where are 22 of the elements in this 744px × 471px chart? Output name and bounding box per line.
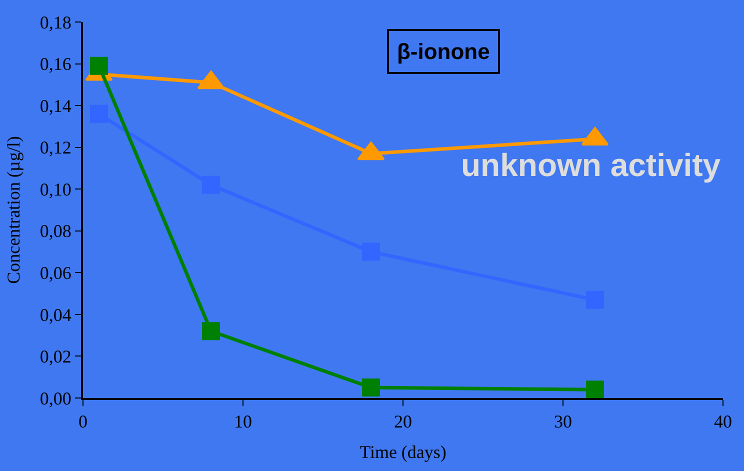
y-tick-label: 0,04 xyxy=(40,304,72,325)
y-tick-label: 0,10 xyxy=(40,179,72,200)
y-tick-label: 0,00 xyxy=(40,388,72,408)
x-tick-label: 10 xyxy=(234,412,252,432)
point xyxy=(202,322,220,340)
y-tick-label: 0,02 xyxy=(40,346,72,367)
y-tick-label: 0,08 xyxy=(40,221,72,242)
y-axis-title: Concentration (µg/l) xyxy=(4,136,24,284)
x-tick-label: 40 xyxy=(714,412,732,432)
y-tick-label: 0,06 xyxy=(40,262,72,283)
x-axis-title: Time (days) xyxy=(360,442,446,462)
text: β-ionone xyxy=(397,39,490,64)
y-tick-label: 0,14 xyxy=(40,96,72,116)
annotation: unknown activity xyxy=(461,147,721,183)
y-tick-label: 0,12 xyxy=(40,138,72,158)
x-tick-label: 20 xyxy=(394,412,412,432)
y-tick-label: 0,16 xyxy=(40,54,72,74)
point xyxy=(586,380,604,399)
x-tick-label: 0 xyxy=(78,412,88,432)
point xyxy=(362,378,380,397)
x-tick-label: 30 xyxy=(554,412,572,432)
y-tick-label: 0,18 xyxy=(40,12,72,32)
